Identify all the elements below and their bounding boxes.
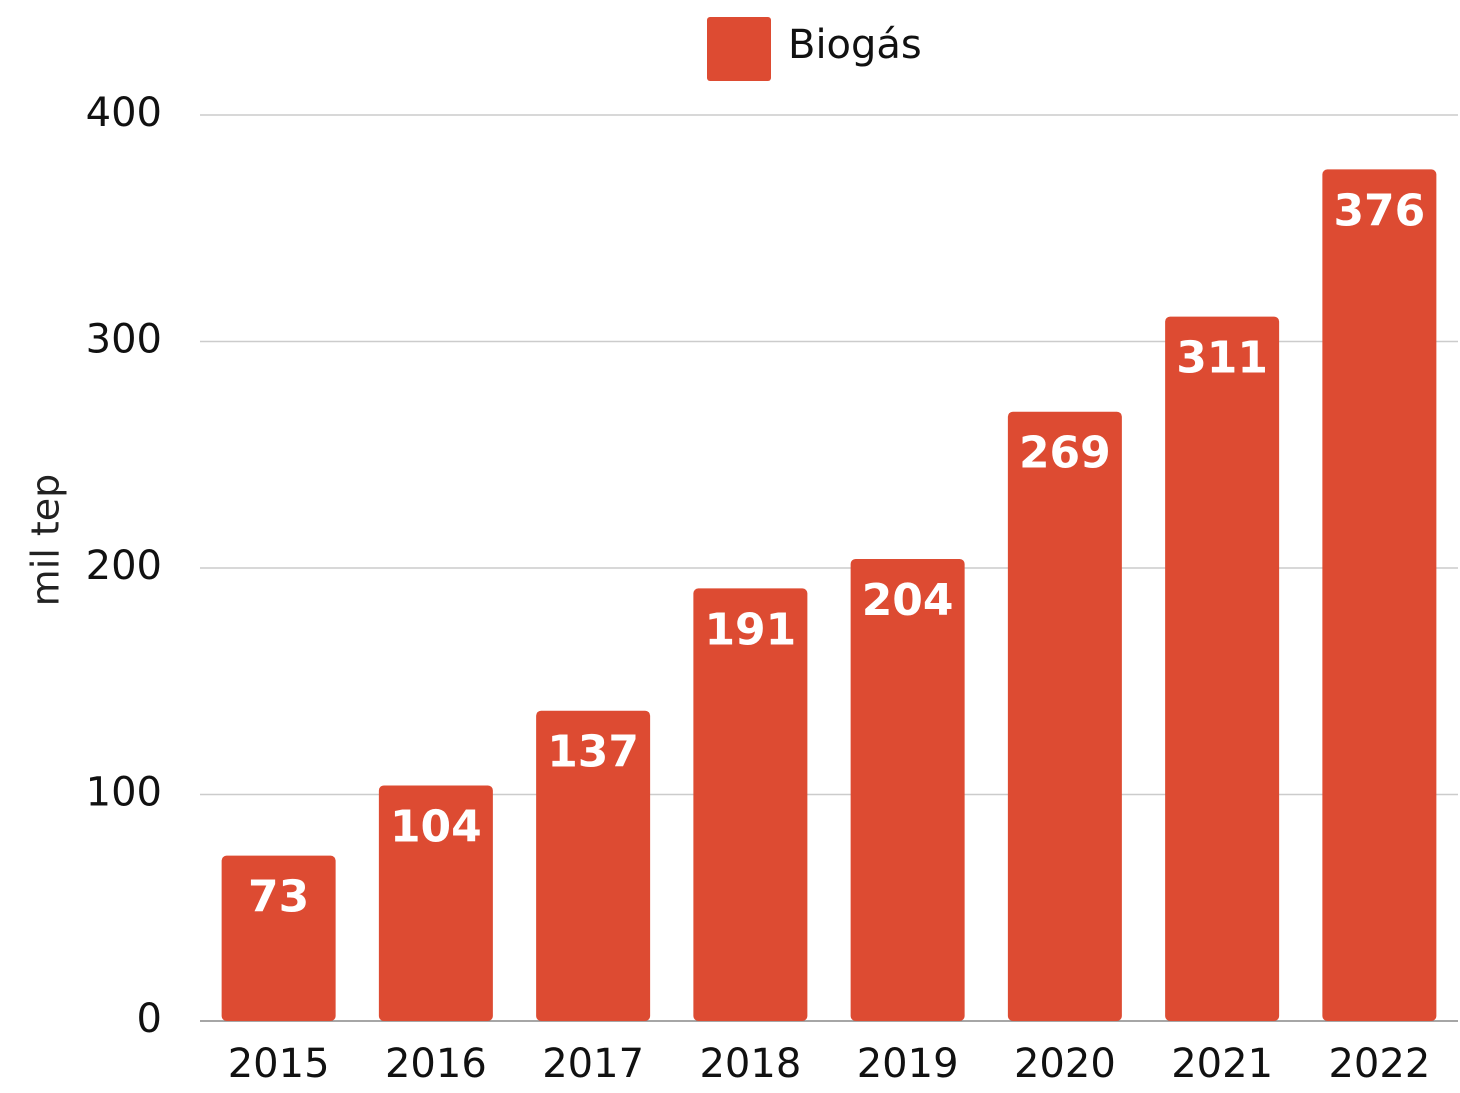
bar	[1165, 316, 1280, 1022]
y-tick-label: 300	[86, 317, 162, 363]
y-tick-label: 200	[86, 543, 162, 589]
bar	[693, 588, 808, 1021]
x-tick-label: 2017	[542, 1041, 644, 1087]
bar	[536, 710, 651, 1021]
data-label: 204	[862, 575, 954, 626]
bar	[221, 855, 336, 1021]
x-tick-label: 2018	[699, 1041, 801, 1087]
data-label: 311	[1176, 333, 1268, 384]
x-tick-label: 2022	[1328, 1041, 1430, 1087]
bar	[378, 785, 493, 1021]
y-axis-label: mil tep	[24, 474, 68, 607]
legend-swatch	[707, 17, 771, 81]
data-label: 376	[1333, 185, 1425, 236]
data-label: 137	[547, 727, 639, 778]
data-label: 73	[248, 872, 309, 923]
bar	[1322, 169, 1437, 1022]
bar	[850, 558, 965, 1021]
legend-label: Biogás	[788, 22, 922, 68]
bar	[1007, 411, 1122, 1022]
data-label: 191	[704, 604, 796, 655]
y-tick-label: 100	[86, 770, 162, 816]
data-label: 104	[390, 801, 482, 852]
x-tick-label: 2016	[385, 1041, 487, 1087]
data-label: 269	[1019, 428, 1111, 479]
x-tick-label: 2015	[228, 1041, 330, 1087]
y-tick-label: 400	[86, 90, 162, 136]
x-tick-label: 2019	[857, 1041, 959, 1087]
x-tick-label: 2021	[1171, 1041, 1273, 1087]
y-tick-label: 0	[137, 996, 162, 1042]
x-tick-label: 2020	[1014, 1041, 1116, 1087]
